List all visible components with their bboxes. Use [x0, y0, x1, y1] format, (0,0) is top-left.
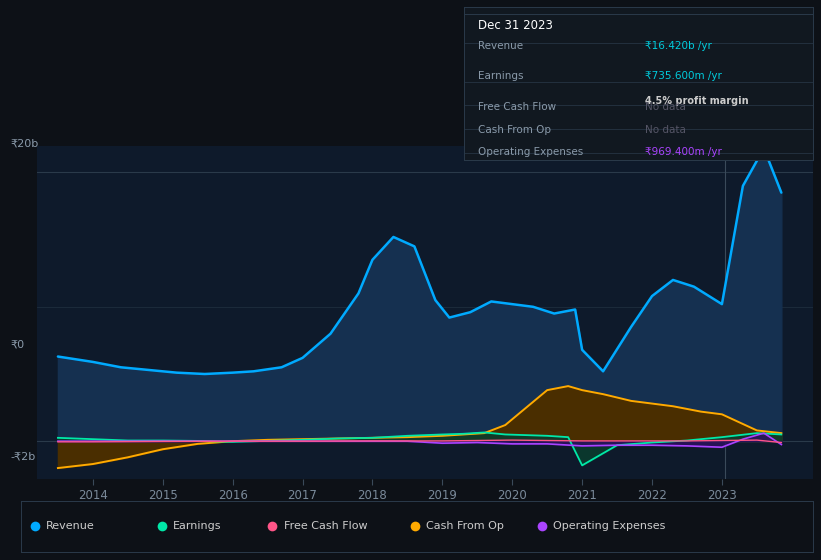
Text: Operating Expenses: Operating Expenses [478, 147, 583, 157]
Text: Earnings: Earnings [172, 521, 221, 531]
Text: ₹20b: ₹20b [11, 138, 39, 148]
Text: Free Cash Flow: Free Cash Flow [478, 102, 556, 111]
Text: Free Cash Flow: Free Cash Flow [283, 521, 367, 531]
Text: Earnings: Earnings [478, 71, 523, 81]
Text: ₹735.600m /yr: ₹735.600m /yr [645, 71, 722, 81]
Text: Cash From Op: Cash From Op [426, 521, 504, 531]
Text: -₹2b: -₹2b [11, 452, 36, 462]
Text: ₹969.400m /yr: ₹969.400m /yr [645, 147, 722, 157]
Text: Operating Expenses: Operating Expenses [553, 521, 665, 531]
Text: 4.5% profit margin: 4.5% profit margin [645, 96, 749, 106]
Text: No data: No data [645, 124, 686, 134]
Text: No data: No data [645, 102, 686, 111]
Text: Cash From Op: Cash From Op [478, 124, 551, 134]
Text: Revenue: Revenue [478, 41, 523, 51]
Text: ₹16.420b /yr: ₹16.420b /yr [645, 41, 712, 51]
Text: Dec 31 2023: Dec 31 2023 [478, 20, 553, 32]
Text: Revenue: Revenue [46, 521, 94, 531]
Text: ₹0: ₹0 [11, 340, 25, 350]
